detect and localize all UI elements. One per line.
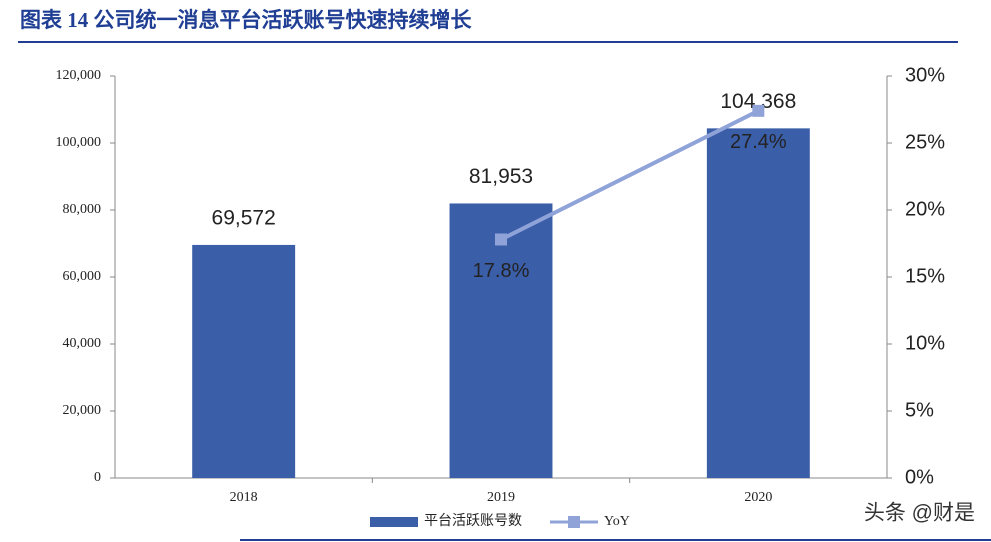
bar [192, 244, 296, 478]
legend-swatch-marker [568, 516, 580, 528]
line-marker [495, 233, 507, 246]
y-tick-label: 60,000 [63, 269, 102, 284]
bar [449, 203, 553, 478]
value-label: 104,368 [720, 90, 796, 113]
legend-swatch [370, 517, 418, 527]
y-tick-label: 20,000 [63, 403, 102, 418]
y-tick-label: 40,000 [63, 336, 102, 351]
legend-label: YoY [604, 514, 630, 529]
y-tick-label: 80,000 [63, 202, 102, 217]
y2-tick-label: 15% [905, 265, 945, 287]
y-tick-label: 100,000 [56, 135, 102, 150]
x-tick-label: 2018 [230, 490, 258, 505]
value-label: 81,953 [469, 165, 533, 188]
y2-tick-label: 20% [905, 198, 945, 220]
line [500, 109, 760, 242]
y2-tick-label: 10% [905, 332, 945, 354]
x-tick-label: 2020 [744, 490, 772, 505]
line-marker [752, 104, 765, 117]
bar [706, 128, 810, 479]
y2-tick-label: 5% [905, 399, 934, 421]
x-tick-label: 2019 [487, 490, 515, 505]
chart-title: 图表 14 公司统一消息平台活跃账号快速持续增长 [20, 8, 472, 32]
legend-label: 平台活跃账号数 [424, 513, 522, 529]
value-label: 69,572 [212, 206, 276, 229]
y2-tick-label: 25% [905, 131, 945, 153]
value-label: 27.4% [730, 131, 787, 153]
watermark: 头条 @财是 [864, 502, 975, 525]
y-tick-label: 0 [94, 470, 101, 485]
y2-tick-label: 30% [905, 64, 945, 86]
y2-tick-label: 0% [905, 466, 934, 488]
y-tick-label: 120,000 [56, 68, 102, 83]
value-label: 17.8% [473, 260, 530, 282]
